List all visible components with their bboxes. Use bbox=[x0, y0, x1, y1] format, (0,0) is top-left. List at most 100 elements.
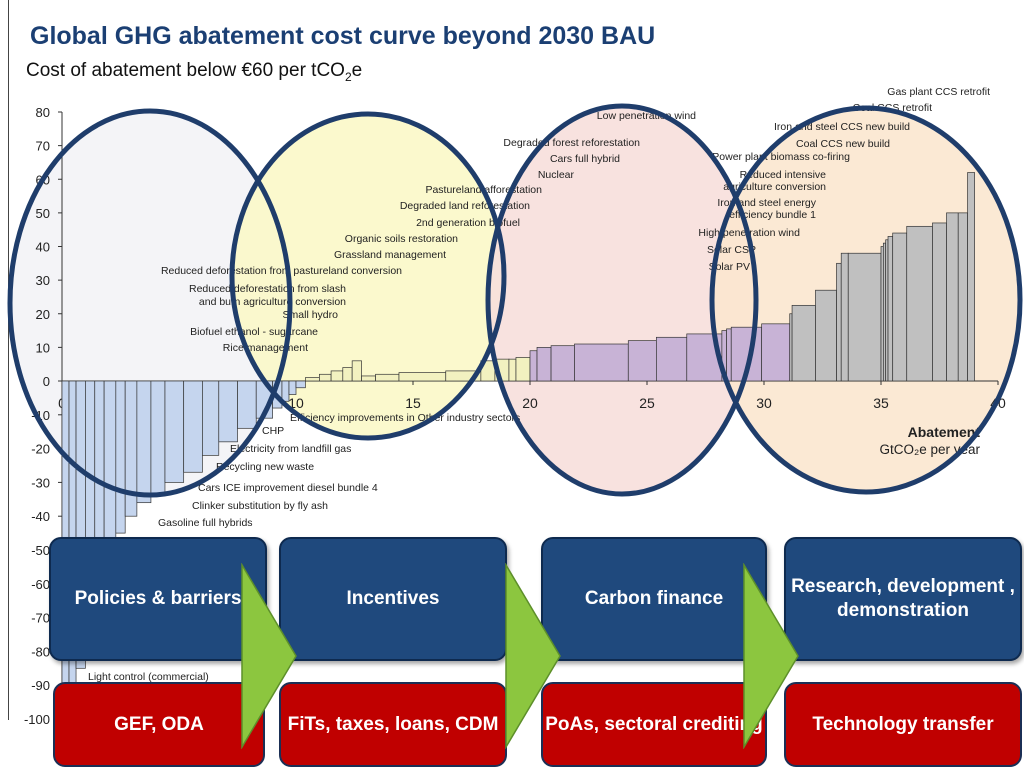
cost-bar bbox=[183, 380, 203, 473]
annotation-label: Small hydro bbox=[283, 309, 339, 321]
cost-bar bbox=[946, 212, 959, 382]
annotation-label: Electricity from landfill gas bbox=[230, 443, 351, 455]
incentives-box: Incentives bbox=[279, 537, 507, 661]
annotation-label: 2nd generation biofuel bbox=[416, 217, 520, 229]
cost-bar bbox=[218, 380, 238, 443]
annotation-label: Biofuel ethanol - sugarcane bbox=[190, 326, 318, 338]
cost-bar bbox=[150, 380, 166, 497]
subtitle-suffix: e bbox=[351, 60, 363, 81]
cost-bar bbox=[957, 212, 968, 382]
annotation-label: Efficiency improvements in Other industr… bbox=[290, 412, 520, 424]
y-tick-label: -60 bbox=[31, 577, 50, 592]
y-tick-label: -50 bbox=[31, 543, 50, 558]
annotation-label: CHP bbox=[262, 425, 284, 437]
cost-bar bbox=[515, 357, 531, 382]
cost-bar bbox=[342, 367, 353, 382]
stage-ellipse-fill bbox=[488, 106, 756, 494]
cost-bar bbox=[305, 377, 320, 382]
x-tick-label: 30 bbox=[756, 395, 772, 411]
cost-bar bbox=[880, 246, 884, 382]
carbon-finance-box: Carbon finance bbox=[541, 537, 767, 661]
arrow-right-icon bbox=[505, 563, 561, 749]
x-tick-label: 35 bbox=[873, 395, 889, 411]
annotation-label: Nuclear bbox=[538, 169, 575, 181]
cost-bar bbox=[115, 380, 126, 534]
cost-bar bbox=[847, 252, 882, 382]
cost-bar bbox=[536, 347, 552, 382]
cost-bar bbox=[840, 252, 849, 382]
y-tick-label: -70 bbox=[31, 611, 50, 626]
cost-bar bbox=[398, 372, 447, 382]
slide-subtitle: Cost of abatement below €60 per tCO2e bbox=[26, 60, 362, 84]
y-tick-label: 80 bbox=[36, 105, 50, 120]
cost-bar bbox=[295, 380, 306, 389]
arrow-right-icon bbox=[743, 563, 799, 749]
cost-bar bbox=[319, 373, 332, 382]
annotation-label: Grassland management bbox=[334, 249, 446, 261]
cost-bar bbox=[103, 380, 117, 551]
annotation-label: Reduced deforestation from slash bbox=[189, 283, 346, 295]
cost-bar bbox=[375, 373, 400, 382]
cost-bar bbox=[789, 313, 793, 382]
cost-bar bbox=[885, 239, 889, 382]
annotation-label: Clinker substitution by fly ash bbox=[192, 500, 328, 512]
stage-ellipse-outline bbox=[709, 105, 1023, 495]
cost-bar bbox=[351, 360, 362, 382]
cost-bar bbox=[529, 350, 538, 382]
annotation-label: Coal CCS new build bbox=[796, 138, 890, 150]
annotation-label: agriculture conversion bbox=[723, 181, 826, 193]
y-tick-label: 50 bbox=[36, 206, 50, 221]
cost-bar bbox=[761, 323, 791, 382]
cost-bar bbox=[164, 380, 185, 483]
x-tick-label: 25 bbox=[639, 395, 655, 411]
cost-bar bbox=[330, 370, 344, 382]
annotation-label: Cars ICE improvement diesel bundle 4 bbox=[198, 482, 378, 494]
y-tick-label: 0 bbox=[43, 374, 50, 389]
cost-bar bbox=[887, 236, 894, 382]
subtitle-subscript: 2 bbox=[344, 69, 352, 84]
stage-ellipse-outline bbox=[7, 108, 293, 498]
cost-bar bbox=[281, 380, 290, 402]
cost-bar bbox=[932, 222, 947, 382]
cost-bar bbox=[288, 380, 297, 395]
y-tick-label: -90 bbox=[31, 678, 50, 693]
arrow-right-icon bbox=[241, 563, 297, 749]
cost-bar bbox=[202, 380, 220, 456]
fits-taxes-loans-box: FiTs, taxes, loans, CDM bbox=[279, 682, 507, 767]
cost-bar bbox=[627, 340, 657, 382]
x-axis-title: Abatement bbox=[908, 424, 981, 440]
annotation-label: and burn agriculture conversion bbox=[199, 296, 346, 308]
cost-bar bbox=[967, 172, 975, 382]
stage-ellipse-fill bbox=[232, 114, 504, 438]
cost-bar bbox=[791, 304, 816, 382]
cost-bar bbox=[656, 336, 688, 382]
cost-bar bbox=[892, 232, 908, 382]
cost-bar bbox=[550, 345, 575, 382]
y-tick-label: 10 bbox=[36, 340, 50, 355]
annotation-label: Reduced intensive bbox=[740, 169, 827, 181]
cost-bar bbox=[882, 242, 887, 382]
policies-barriers-box: Policies & barriers bbox=[49, 537, 267, 661]
annotation-label: Gasoline full hybrids bbox=[158, 517, 253, 529]
y-tick-label: -80 bbox=[31, 644, 50, 659]
cost-bar bbox=[815, 289, 837, 382]
poas-sectoral-box: PoAs, sectoral crediting bbox=[541, 682, 767, 767]
x-tick-label: 10 bbox=[288, 395, 304, 411]
annotation-label: Iron and steel energy bbox=[717, 197, 816, 209]
stage-ellipse-outline bbox=[485, 103, 759, 497]
y-tick-label: 20 bbox=[36, 307, 50, 322]
cost-bar bbox=[136, 380, 152, 504]
annotation-label: Organic soils restoration bbox=[345, 233, 458, 245]
annotation-label: efficiency bundle 1 bbox=[729, 209, 816, 221]
annotation-label: Recycling new waste bbox=[216, 461, 314, 473]
annotation-label: Gas plant CCS retrofit bbox=[887, 86, 990, 98]
rdd-box: Research, development , demonstration bbox=[784, 537, 1022, 661]
cost-bar bbox=[906, 225, 933, 382]
gef-oda-box: GEF, ODA bbox=[53, 682, 265, 767]
annotation-label: Degraded forest reforestation bbox=[503, 137, 640, 149]
annotation-label: Rice management bbox=[223, 342, 308, 354]
stage-ellipse-outline bbox=[229, 111, 507, 441]
cost-bar bbox=[574, 343, 629, 382]
cost-bar bbox=[836, 262, 842, 382]
